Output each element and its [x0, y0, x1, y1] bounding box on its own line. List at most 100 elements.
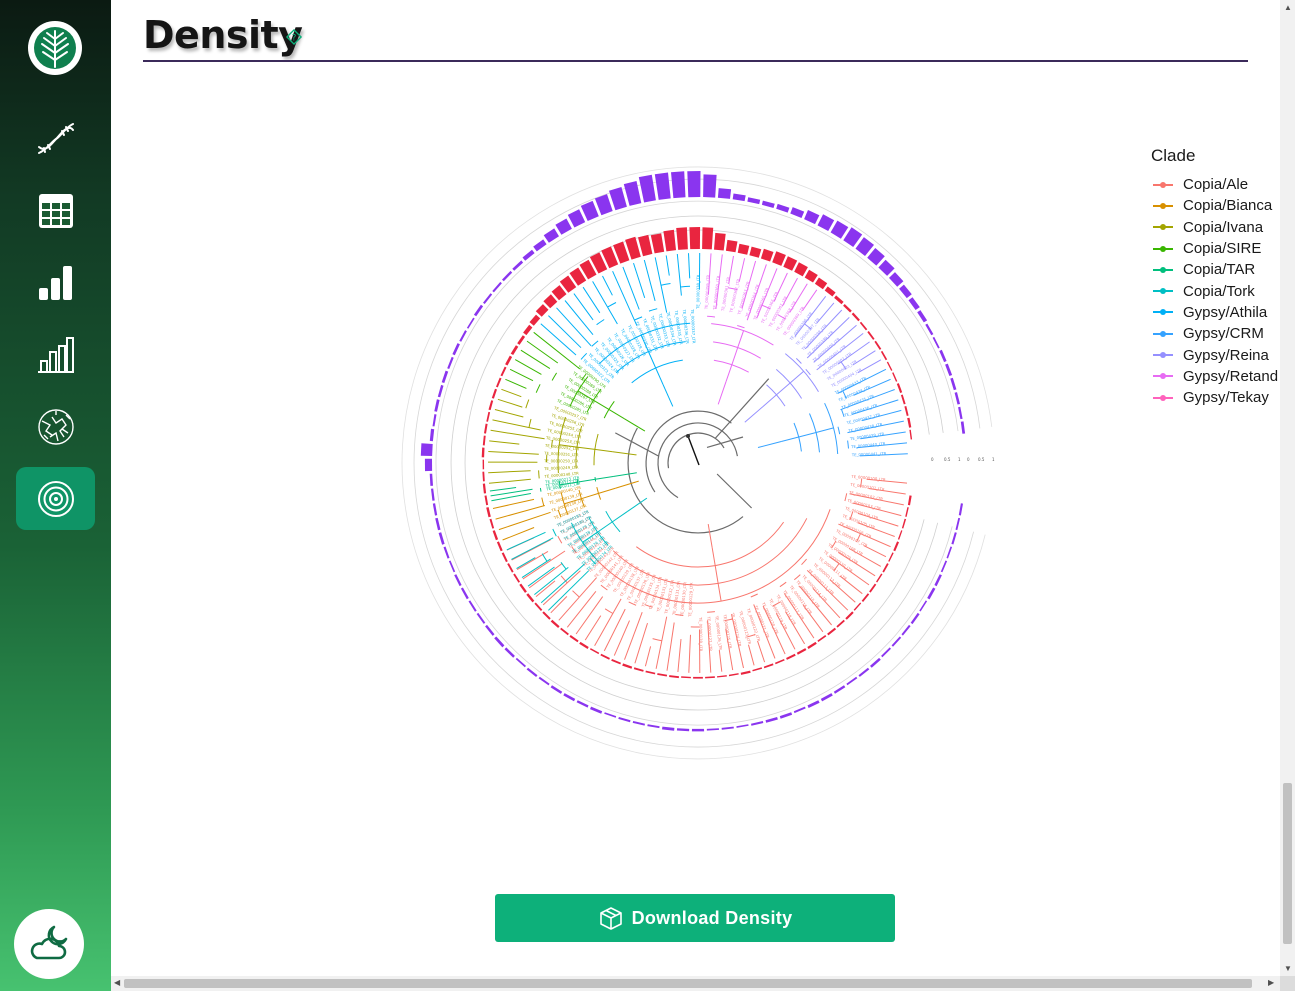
- tree-branch: [575, 596, 604, 635]
- scroll-down-icon[interactable]: ▼: [1284, 964, 1292, 973]
- horizontal-scroll-thumb[interactable]: [124, 979, 1252, 988]
- tree-branch: [746, 264, 767, 321]
- density-bar-inner: [882, 563, 889, 573]
- tree-branch: [715, 254, 723, 310]
- tree-branch: [594, 477, 597, 482]
- tree-branch: [577, 390, 594, 401]
- tree-branch: [714, 565, 719, 584]
- tree-branch: [861, 409, 902, 422]
- tree-branch: [528, 418, 532, 428]
- tree-branch: [794, 295, 827, 337]
- tree-branch: [612, 511, 628, 523]
- density-bar-outer: [538, 676, 550, 686]
- density-bar-outer: [833, 685, 846, 694]
- tree-branch: [551, 440, 553, 448]
- density-bar-outer: [512, 260, 524, 271]
- tree-branch: [806, 317, 850, 359]
- tree-branch: [594, 598, 622, 647]
- tree-branch: [602, 275, 613, 296]
- density-bar-outer: [594, 194, 613, 216]
- tree-backbone: [714, 378, 770, 439]
- tree-branch: [560, 575, 568, 584]
- tree-branch: [566, 590, 597, 628]
- horizontal-scrollbar[interactable]: ◀ ▶: [111, 976, 1280, 991]
- table-icon: [38, 193, 73, 228]
- download-density-button[interactable]: Download Density: [495, 894, 895, 942]
- tree-branch: [731, 347, 739, 365]
- tree-backbone: [716, 473, 753, 509]
- density-bar-inner: [827, 627, 837, 636]
- legend-key: [1153, 393, 1173, 403]
- density-bar-outer: [618, 717, 631, 723]
- legend-item: Gypsy/Retand: [1151, 366, 1278, 387]
- tree-branch: [580, 352, 588, 360]
- scroll-right-icon[interactable]: ▶: [1268, 978, 1275, 987]
- density-bar-outer: [447, 356, 454, 369]
- density-bar-inner: [519, 583, 527, 593]
- tree-branch: [781, 436, 799, 442]
- tree-branch: [564, 300, 594, 336]
- tree-branch: [831, 540, 837, 549]
- density-bar-inner: [484, 495, 489, 506]
- tree-branch: [852, 350, 876, 366]
- legend-label: Copia/Tork: [1183, 282, 1255, 300]
- density-bar-outer: [706, 728, 719, 731]
- tree-branch: [603, 401, 615, 419]
- ring-guide: [464, 229, 930, 697]
- density-bar-outer: [958, 503, 963, 516]
- legend-label: Copia/TAR: [1183, 261, 1256, 279]
- density-bar-inner: [783, 256, 798, 271]
- sidebar-item-dna[interactable]: [16, 107, 95, 170]
- help-icon[interactable]: ?: [285, 28, 303, 46]
- vertical-scroll-thumb[interactable]: [1283, 783, 1292, 944]
- density-bar-inner: [529, 314, 541, 326]
- cloud-moon-icon: [30, 925, 68, 960]
- tree-branch: [857, 359, 882, 374]
- tree-branch: [652, 638, 662, 642]
- density-bar-inner: [482, 483, 487, 494]
- tree-branch: [859, 453, 908, 457]
- scroll-up-icon[interactable]: ▲: [1284, 3, 1292, 12]
- density-bar-outer: [950, 377, 957, 391]
- scroll-left-icon[interactable]: ◀: [114, 978, 121, 987]
- density-bar-inner: [869, 583, 877, 593]
- sidebar-item-bar-chart[interactable]: [16, 251, 95, 314]
- tree-branch: [804, 309, 843, 350]
- density-bar-inner: [859, 321, 868, 331]
- tree-branch: [540, 563, 585, 604]
- tip-label: TE_00000127_LTR: [706, 615, 713, 651]
- vertical-scrollbar[interactable]: ▲ ▼: [1280, 0, 1295, 976]
- tree-backbone: [627, 427, 744, 534]
- sidebar-item-table[interactable]: [16, 179, 95, 242]
- tree-backbone: [615, 432, 659, 457]
- density-bar-inner: [625, 236, 641, 260]
- tree-branch: [713, 341, 761, 359]
- tree-branch: [488, 478, 531, 484]
- density-bar-outer: [687, 171, 701, 198]
- scrollbar-corner: [1280, 976, 1295, 991]
- tree-branch: [660, 283, 671, 286]
- tree-branch: [527, 566, 555, 587]
- density-bar-inner: [681, 676, 691, 679]
- density-bar-outer: [925, 323, 934, 336]
- sidebar-item-tree[interactable]: [16, 395, 95, 458]
- tip-label: TE_00000252_LTR: [544, 443, 580, 452]
- tree-branch: [775, 613, 796, 650]
- density-bar-outer: [807, 700, 820, 708]
- app-logo[interactable]: [28, 21, 82, 75]
- legend-label: Gypsy/Retand: [1183, 367, 1279, 385]
- tree-branch: [839, 575, 863, 595]
- tree-branch: [756, 268, 778, 319]
- sidebar-item-bar-chart-outline[interactable]: [16, 323, 95, 386]
- density-bar-outer: [830, 220, 849, 239]
- density-bar-outer: [945, 363, 953, 376]
- theme-toggle-button[interactable]: [14, 909, 84, 979]
- density-bar-outer: [732, 193, 746, 202]
- density-bar-outer: [899, 284, 912, 299]
- sidebar-item-density[interactable]: [16, 467, 95, 530]
- density-bar-outer: [434, 399, 440, 412]
- tree-branch: [731, 614, 744, 669]
- density-bar-inner: [601, 246, 619, 269]
- density-bar-inner: [484, 423, 488, 434]
- tree-branch: [644, 604, 653, 608]
